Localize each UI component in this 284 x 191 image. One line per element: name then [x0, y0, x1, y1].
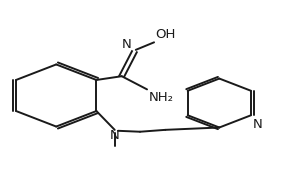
Text: N: N	[252, 117, 262, 130]
Text: N: N	[110, 129, 120, 142]
Text: N: N	[121, 38, 131, 51]
Text: NH₂: NH₂	[149, 91, 174, 104]
Text: OH: OH	[155, 28, 175, 41]
